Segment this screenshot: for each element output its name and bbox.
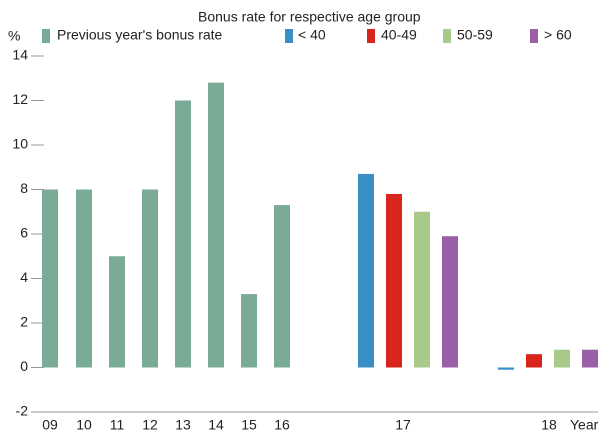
bar bbox=[241, 294, 257, 368]
y-tick-label: 2 bbox=[20, 314, 28, 330]
bar bbox=[442, 236, 458, 368]
bar bbox=[208, 82, 224, 368]
x-tick-label: 15 bbox=[241, 417, 257, 433]
x-tick-label: 14 bbox=[208, 417, 224, 433]
legend-group-title: Bonus rate for respective age group bbox=[198, 9, 421, 25]
bar bbox=[142, 189, 158, 368]
bar bbox=[582, 349, 598, 368]
x-tick-label: 18 bbox=[541, 417, 557, 433]
legend-swatch bbox=[42, 29, 50, 43]
x-tick-label: 13 bbox=[175, 417, 191, 433]
bar bbox=[358, 173, 374, 368]
x-tick-label: 12 bbox=[142, 417, 158, 433]
legend-label: > 60 bbox=[544, 27, 572, 43]
y-tick-label: 0 bbox=[20, 358, 28, 374]
bar bbox=[386, 193, 402, 368]
legend-label: Previous year's bonus rate bbox=[57, 27, 223, 43]
x-tick-label: 11 bbox=[110, 417, 125, 433]
bar bbox=[526, 354, 542, 368]
bar bbox=[274, 205, 290, 368]
legend-swatch bbox=[443, 29, 451, 43]
y-tick-label: 4 bbox=[20, 269, 28, 285]
legend-swatch bbox=[367, 29, 375, 43]
x-tick-label: 09 bbox=[42, 417, 58, 433]
x-tick-label: 10 bbox=[76, 417, 92, 433]
y-tick-label: 14 bbox=[12, 47, 28, 63]
bar bbox=[175, 100, 191, 368]
bar bbox=[498, 367, 514, 370]
y-axis-label: % bbox=[8, 28, 20, 44]
y-tick-label: -2 bbox=[16, 403, 29, 419]
bar bbox=[414, 211, 430, 368]
legend-swatch bbox=[530, 29, 538, 43]
y-tick-label: 6 bbox=[20, 225, 28, 241]
y-tick-label: 8 bbox=[20, 180, 28, 196]
x-tick-label: 17 bbox=[395, 417, 411, 433]
x-tick-label: 16 bbox=[274, 417, 290, 433]
legend-swatch bbox=[285, 29, 293, 43]
bar bbox=[42, 189, 58, 368]
bar bbox=[554, 349, 570, 368]
bar bbox=[76, 189, 92, 368]
x-axis-label: Year bbox=[570, 417, 599, 433]
legend-label: 50-59 bbox=[457, 27, 493, 43]
legend-label: 40-49 bbox=[381, 27, 417, 43]
legend-label: < 40 bbox=[298, 27, 326, 43]
y-tick-label: 12 bbox=[12, 91, 28, 107]
y-tick-label: 10 bbox=[12, 136, 28, 152]
bar bbox=[109, 256, 125, 368]
